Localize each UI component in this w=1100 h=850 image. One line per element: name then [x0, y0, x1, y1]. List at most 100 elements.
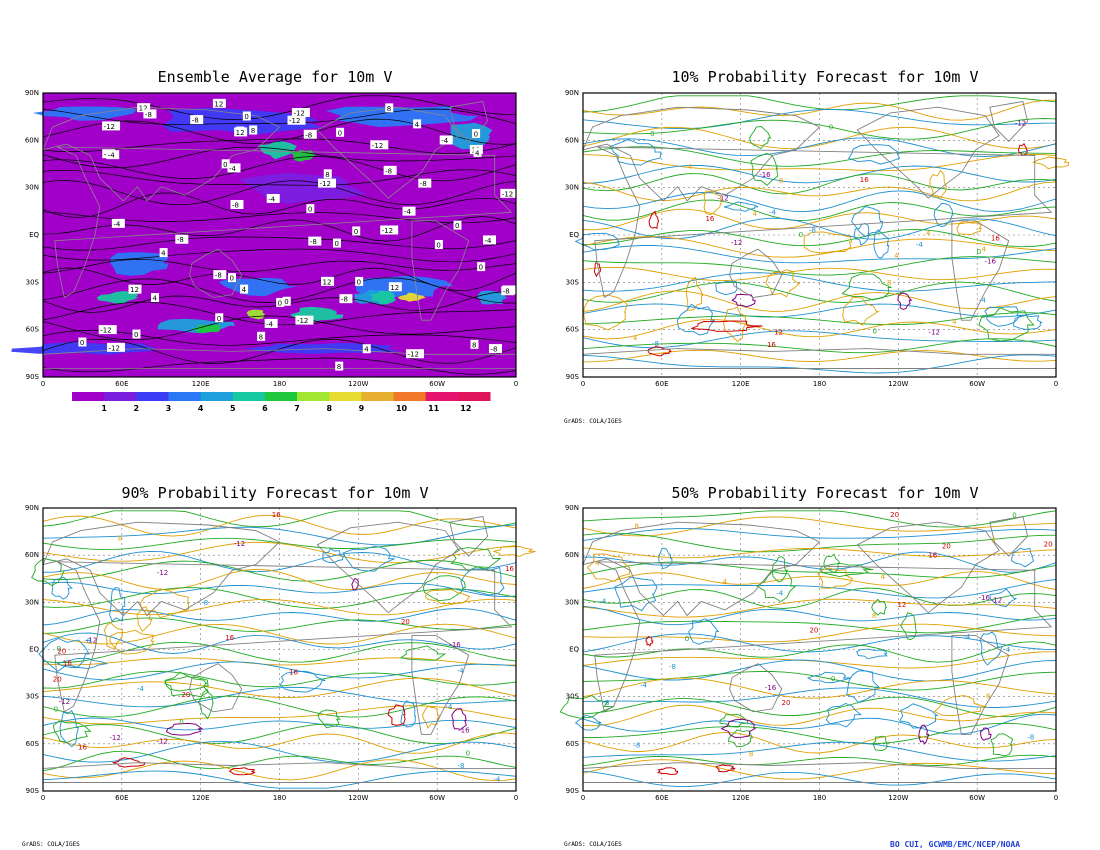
contour-label: 4 — [362, 344, 371, 354]
contour-label: -8 — [418, 178, 432, 188]
lat-tick-label: 60S — [26, 740, 40, 748]
contour-label-box — [488, 344, 502, 354]
credit-text: GrADS: COLA/IGES — [564, 418, 622, 425]
contour-label-box — [287, 115, 306, 125]
contour-label-box — [242, 111, 251, 121]
contour-loop — [715, 280, 738, 296]
contour-label: 4 — [633, 334, 638, 342]
contour-label: 0 — [477, 262, 486, 272]
contour-label-text: 12 — [390, 284, 399, 292]
contour-loop — [750, 153, 779, 187]
lat-tick-label: 30N — [565, 598, 579, 606]
map-frame — [582, 92, 1057, 378]
contour-line — [582, 338, 1057, 354]
colorbar-label: 6 — [262, 404, 268, 413]
contour-line — [582, 741, 1057, 762]
contour-label-text: -12 — [100, 327, 111, 335]
contour-label: -4 — [493, 776, 501, 784]
lat-tick-label: EQ — [569, 646, 579, 654]
contour-label-text: 12 — [130, 286, 139, 294]
lon-tick-label: 180 — [273, 380, 286, 388]
contour-label: -8 — [652, 340, 659, 348]
lon-tick-label: 60W — [429, 380, 445, 388]
contour-label: 4 — [881, 573, 886, 581]
contour-label-box — [418, 178, 432, 188]
panel-title: 90% Probability Forecast for 10m V — [121, 484, 429, 502]
colorbar-label: 5 — [230, 404, 236, 413]
colorbar-swatch — [136, 392, 169, 401]
contour-label: 0 — [453, 220, 462, 230]
contour-line — [582, 759, 1057, 780]
colorbar-swatch — [72, 392, 105, 401]
contour-line — [582, 173, 1057, 195]
contour-label: -12 — [291, 108, 310, 118]
contour-line — [582, 677, 1057, 699]
contour-loop — [873, 229, 890, 259]
contour-label: -4 — [640, 682, 648, 690]
coastline — [42, 521, 281, 617]
contour-loop — [658, 547, 673, 570]
contour-extreme — [715, 764, 736, 773]
contour-loop — [1031, 156, 1069, 170]
contour-label-text: -8 — [385, 167, 392, 175]
contour-loop — [900, 612, 917, 640]
lon-tick-label: 180 — [273, 794, 286, 802]
contour-label-text: 0 — [455, 222, 459, 230]
map-frame — [582, 507, 1057, 792]
coastline — [316, 106, 460, 199]
lat-tick-label: 90N — [565, 504, 579, 512]
lat-tick-label: 90N — [565, 89, 579, 97]
coastline — [316, 521, 460, 614]
contour-label-text: 0 — [474, 131, 478, 139]
contour-label: 8 — [634, 522, 638, 530]
contour-loop — [421, 705, 440, 729]
contour-label-box — [333, 238, 342, 248]
contour-label: 4 — [982, 246, 987, 254]
contour-label-text: -8 — [215, 272, 222, 280]
contour-loop — [856, 648, 888, 660]
contour-label: -8 — [809, 227, 816, 235]
coastline — [582, 762, 1057, 783]
contour-line — [582, 770, 1057, 788]
contour-label: 20 — [942, 542, 951, 550]
lon-tick-label: 120E — [192, 380, 210, 388]
contour-label-box — [306, 204, 315, 214]
colorbar-swatch — [297, 392, 330, 401]
contour-label: -12 — [234, 540, 245, 548]
contour-label-box — [249, 125, 258, 135]
contour-loop — [1011, 547, 1035, 568]
contour-label: 16 — [78, 744, 87, 752]
contour-line — [582, 154, 1057, 172]
lon-tick-label: 60E — [655, 380, 668, 388]
contour-line — [42, 587, 517, 609]
colorbar-label: 2 — [134, 404, 140, 413]
contour-label: -12 — [102, 121, 121, 131]
contour-loop — [103, 622, 123, 649]
contour-loop — [723, 201, 759, 212]
coastline — [856, 106, 1000, 199]
contour-label: -8 — [633, 741, 640, 749]
contour-loop — [586, 553, 631, 582]
contour-label-box — [212, 98, 226, 108]
contour-label: 16 — [928, 551, 937, 559]
contour-label: 20 — [53, 675, 62, 683]
coastline — [449, 515, 489, 557]
contour-label-text: -8 — [305, 131, 312, 139]
contour-label: 0 — [306, 204, 315, 214]
contour-label: -8 — [501, 286, 515, 296]
contour-loop — [929, 169, 947, 201]
contour-loop — [825, 703, 863, 728]
contour-label-text: 0 — [308, 206, 312, 214]
contour-line — [42, 617, 517, 634]
shaded-region — [258, 141, 297, 160]
lon-tick-label: 60E — [115, 794, 128, 802]
coastline — [594, 561, 1053, 713]
contour-label: -12 — [717, 194, 728, 202]
contour-label: -4 — [445, 703, 453, 711]
contour-label-box — [175, 234, 189, 244]
contour-label: 20 — [890, 511, 899, 519]
contour-line — [42, 357, 517, 375]
contour-line — [582, 510, 1057, 528]
lon-tick-label: 120W — [348, 380, 368, 388]
lat-tick-label: 30N — [25, 184, 39, 192]
